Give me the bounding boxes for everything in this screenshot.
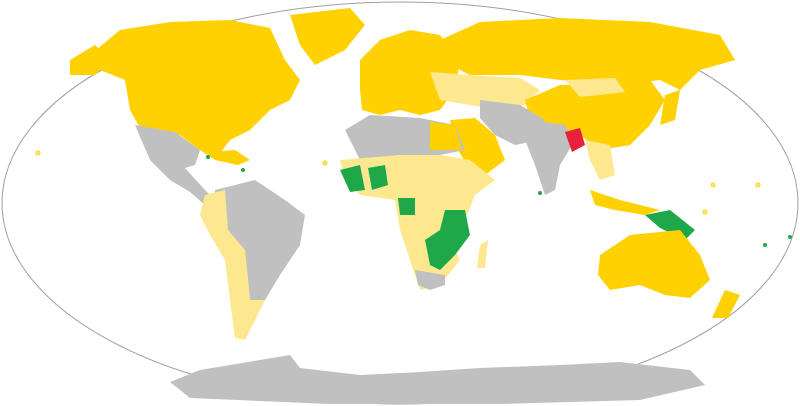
island-marker[interactable]	[35, 150, 41, 156]
region-mexico-central-america[interactable]	[135, 125, 215, 205]
island-marker[interactable]	[788, 235, 792, 239]
region-south-america-west[interactable]	[200, 190, 265, 340]
island-marker[interactable]	[763, 243, 767, 247]
island-marker[interactable]	[710, 182, 716, 188]
region-papua-new-guinea[interactable]	[645, 210, 695, 240]
region-nigeria-green[interactable]	[368, 165, 388, 190]
region-caribbean[interactable]	[210, 150, 250, 165]
island-marker[interactable]	[755, 182, 761, 188]
region-europe[interactable]	[360, 30, 460, 115]
region-west-africa-green[interactable]	[340, 165, 365, 192]
island-marker[interactable]	[702, 209, 708, 215]
region-antarctica[interactable]	[170, 355, 705, 404]
region-south-america-gray[interactable]	[215, 180, 305, 300]
region-southeast-asia[interactable]	[585, 140, 615, 180]
region-sahel[interactable]	[340, 155, 495, 290]
region-middle-east-saudi[interactable]	[450, 118, 505, 175]
island-marker[interactable]	[538, 191, 542, 195]
region-greenland[interactable]	[290, 8, 365, 65]
region-madagascar[interactable]	[477, 240, 488, 268]
region-egypt[interactable]	[430, 122, 462, 150]
island-marker[interactable]	[322, 160, 328, 166]
region-canada-usa[interactable]	[90, 20, 300, 160]
region-australia[interactable]	[598, 230, 710, 298]
region-central-asia[interactable]	[430, 72, 540, 110]
region-south-africa[interactable]	[415, 270, 445, 290]
region-new-zealand[interactable]	[712, 290, 740, 318]
region-indonesia[interactable]	[590, 190, 660, 215]
region-mongolia[interactable]	[565, 78, 625, 97]
region-china[interactable]	[525, 80, 665, 150]
region-cameroon-gabon-green[interactable]	[398, 198, 415, 215]
region-bangladesh[interactable]	[565, 128, 585, 152]
region-alaska[interactable]	[70, 45, 110, 75]
island-marker[interactable]	[241, 168, 245, 172]
region-russia[interactable]	[440, 18, 735, 90]
island-marker[interactable]	[206, 155, 210, 159]
region-india[interactable]	[525, 120, 575, 195]
region-east-africa-green[interactable]	[425, 210, 470, 270]
region-japan[interactable]	[660, 90, 680, 125]
